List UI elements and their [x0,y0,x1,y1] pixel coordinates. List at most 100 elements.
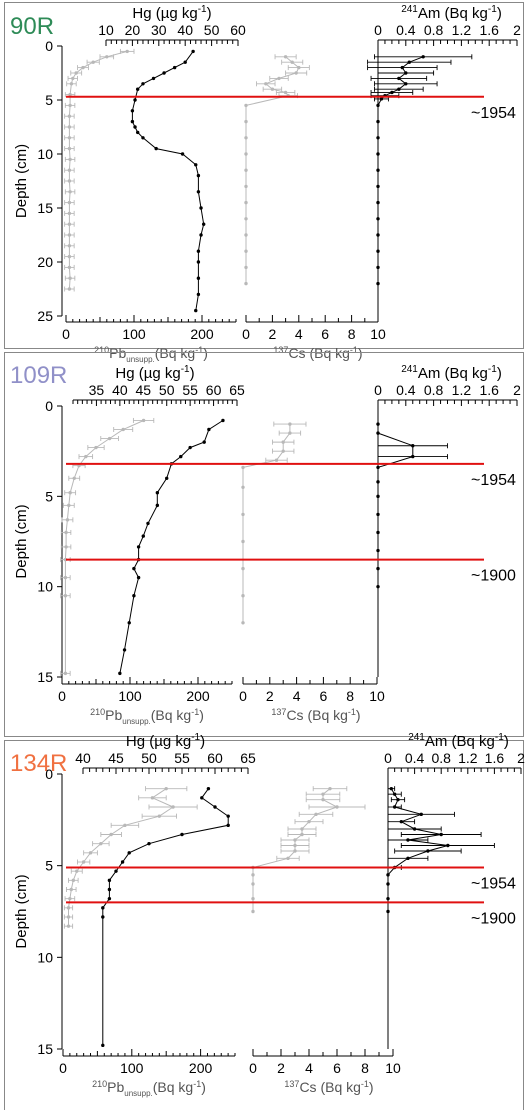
hg-tick-label: 60 [206,382,222,398]
am-axis-label: 241Am (Bq kg-1) [401,4,502,22]
data-point-cs [300,832,304,837]
data-point-pb [69,887,73,892]
data-point-cs [251,882,255,886]
data-point-hg [191,49,195,54]
hg-axis-label-sup: -1 [198,4,207,15]
data-point-pb [121,427,125,432]
hg-tick-label: 50 [204,22,220,38]
data-point-am [386,882,390,886]
pb-tick-label: 0 [62,326,70,342]
data-point-hg [114,869,118,873]
am-tick-label: 0.4 [396,382,416,398]
am-tick-label: 2 [517,750,525,766]
data-point-hg [188,445,192,450]
hg-tick-label: 60 [230,22,246,38]
cs-axis-label: 137Cs (Bq kg-1) [271,707,360,723]
data-point-hg [196,292,201,297]
hg-tick-label: 40 [177,22,193,38]
data-point-am [376,265,380,270]
data-point-am [376,512,380,517]
data-point-hg [101,915,105,919]
data-point-pb [109,832,113,837]
data-point-hg [136,575,141,580]
data-point-cs [241,566,245,571]
data-point-cs [244,152,248,156]
data-point-pb [105,55,109,59]
data-point-am [376,548,380,553]
data-point-cs [241,621,245,625]
hg-tick-label: 30 [151,22,167,38]
am-axis-label-sup: 241 [401,364,418,375]
data-point-am [376,530,380,535]
am-tick-label: 1.2 [458,750,478,766]
am-axis-label-close: ) [497,5,502,22]
data-point-hg [207,427,211,432]
data-point-pb [81,65,85,70]
cs-tick-label: 2 [277,1060,285,1076]
am-tick-label: 0.8 [431,750,451,766]
data-point-hg [135,87,140,91]
pb-axis-label-close: ) [201,1079,206,1095]
am-axis-label-sup2: -1 [495,732,504,743]
depth-tick-label: 0 [45,38,53,54]
data-point-cs [270,87,275,91]
data-point-hg [130,119,135,124]
series-pb [64,48,135,292]
series-pb [60,417,155,676]
cs-axis-label-main: Cs (Bq kg [286,707,347,723]
cs-tick-label: 10 [385,1060,401,1076]
data-point-hg [154,146,158,151]
data-point-pb [71,878,76,883]
am-axis-label-sup2: -1 [488,4,497,15]
cs-tick-label: 0 [239,688,247,704]
cs-tick-label: 2 [269,326,277,342]
data-point-pb [66,915,71,919]
data-point-hg [133,98,137,102]
data-point-pb [94,445,98,450]
data-point-am [379,97,384,101]
data-point-cs [307,819,311,824]
hg-tick-label: 55 [182,382,198,398]
cs-tick-label: 8 [361,1060,369,1076]
data-point-cs [314,812,318,817]
am-axis-label-main: Am (Bq kg [425,733,495,750]
cs-axis-label-main: Cs (Bq kg [299,1079,360,1095]
data-point-pb [91,60,95,64]
data-point-am [397,76,401,81]
data-point-hg [196,173,201,178]
data-point-cs [328,786,332,791]
data-point-am [376,281,380,286]
data-point-am [412,827,417,831]
data-point-cs [288,431,292,435]
data-point-hg [146,521,150,526]
data-point-pb [66,906,71,910]
hg-tick-label: 65 [240,750,256,766]
am-axis-label: 241Am (Bq kg-1) [401,364,502,382]
pb-axis-label-sub: unsupp. [124,1089,152,1098]
data-point-am [419,812,423,817]
cs-axis-label-sup: 137 [284,1079,299,1089]
data-point-cs [283,90,288,95]
am-tick-label: 0 [384,750,392,766]
series-line-pb [64,420,144,674]
data-point-pb [67,287,72,291]
hg-axis-label-main: Hg (µg kg [115,365,180,382]
data-point-pb [67,125,72,129]
data-point-cs [283,55,288,59]
data-point-cs [300,827,304,831]
data-point-hg [127,621,131,625]
series-line-cs [242,424,291,623]
data-point-am [411,444,415,448]
panel-label: 90R [10,13,54,40]
series-am [376,422,448,589]
data-point-am [396,797,400,802]
cs-axis-label-sup2: -1 [350,345,358,355]
data-point-am [389,786,394,791]
series-am [367,54,473,286]
cs-axis-label-sup: 137 [273,345,288,355]
data-point-cs [244,184,248,189]
data-point-am [386,896,390,901]
data-point-cs [297,65,301,70]
data-point-cs [241,539,245,544]
